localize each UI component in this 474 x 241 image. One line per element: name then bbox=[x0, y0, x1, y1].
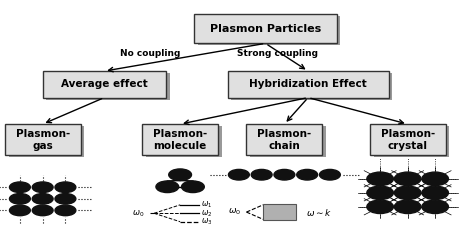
Text: $\omega_2$: $\omega_2$ bbox=[201, 208, 213, 219]
Circle shape bbox=[9, 205, 30, 216]
FancyBboxPatch shape bbox=[142, 124, 218, 155]
FancyBboxPatch shape bbox=[246, 124, 322, 155]
FancyBboxPatch shape bbox=[5, 124, 81, 155]
Circle shape bbox=[169, 169, 191, 181]
Circle shape bbox=[32, 182, 53, 193]
Text: $\omega_1$: $\omega_1$ bbox=[201, 200, 213, 210]
Circle shape bbox=[367, 172, 393, 186]
Circle shape bbox=[251, 169, 272, 180]
Text: Hybridization Effect: Hybridization Effect bbox=[249, 79, 367, 89]
FancyBboxPatch shape bbox=[250, 126, 326, 157]
Text: $\omega_0$: $\omega_0$ bbox=[228, 207, 241, 217]
Circle shape bbox=[422, 200, 448, 214]
Text: No coupling: No coupling bbox=[120, 48, 180, 58]
Circle shape bbox=[55, 194, 76, 204]
Circle shape bbox=[156, 181, 179, 193]
Circle shape bbox=[367, 186, 393, 200]
FancyBboxPatch shape bbox=[263, 204, 296, 220]
Circle shape bbox=[394, 186, 421, 200]
Text: Plasmon-
crystal: Plasmon- crystal bbox=[381, 129, 435, 151]
FancyBboxPatch shape bbox=[43, 71, 166, 98]
Text: Plasmon-
molecule: Plasmon- molecule bbox=[153, 129, 207, 151]
FancyBboxPatch shape bbox=[146, 126, 222, 157]
Circle shape bbox=[422, 186, 448, 200]
Circle shape bbox=[9, 182, 30, 193]
Text: $\omega_0$: $\omega_0$ bbox=[132, 208, 145, 219]
Circle shape bbox=[297, 169, 318, 180]
Text: $\omega\sim k$: $\omega\sim k$ bbox=[306, 207, 332, 218]
FancyBboxPatch shape bbox=[374, 126, 449, 157]
Circle shape bbox=[32, 194, 53, 204]
FancyBboxPatch shape bbox=[9, 126, 84, 157]
Text: Average effect: Average effect bbox=[61, 79, 148, 89]
Text: Plasmon-
gas: Plasmon- gas bbox=[16, 129, 70, 151]
Circle shape bbox=[182, 181, 204, 193]
FancyBboxPatch shape bbox=[194, 14, 337, 43]
FancyBboxPatch shape bbox=[228, 71, 389, 98]
Circle shape bbox=[319, 169, 340, 180]
Circle shape bbox=[55, 205, 76, 216]
Circle shape bbox=[55, 182, 76, 193]
Text: Strong coupling: Strong coupling bbox=[237, 48, 318, 58]
Circle shape bbox=[32, 205, 53, 216]
Text: Plasmon-
chain: Plasmon- chain bbox=[257, 129, 311, 151]
FancyBboxPatch shape bbox=[198, 16, 340, 45]
Circle shape bbox=[367, 200, 393, 214]
Text: $\omega_3$: $\omega_3$ bbox=[201, 216, 213, 227]
Circle shape bbox=[228, 169, 249, 180]
Circle shape bbox=[394, 172, 421, 186]
Circle shape bbox=[9, 194, 30, 204]
Circle shape bbox=[394, 200, 421, 214]
FancyBboxPatch shape bbox=[370, 124, 446, 155]
Text: Plasmon Particles: Plasmon Particles bbox=[210, 24, 321, 34]
Circle shape bbox=[422, 172, 448, 186]
FancyBboxPatch shape bbox=[231, 73, 392, 100]
FancyBboxPatch shape bbox=[46, 73, 170, 100]
Circle shape bbox=[274, 169, 295, 180]
